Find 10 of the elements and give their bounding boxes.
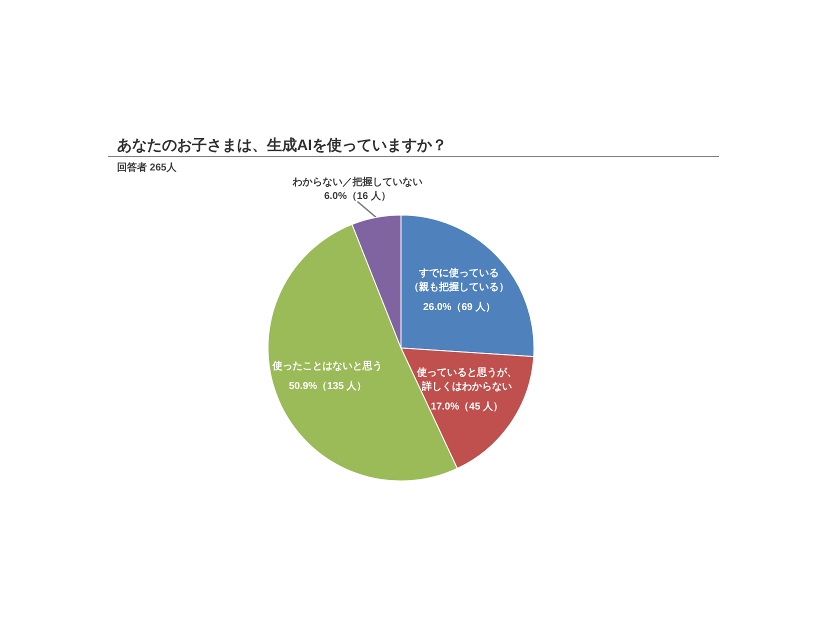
slice-label: すでに使っている（親も把握している） [409, 266, 510, 293]
data-label: 6.0%（16 人） [324, 190, 391, 202]
data-label: 50.9%（135 人） [288, 380, 367, 392]
chart-title: あなたのお子さまは、生成AIを使っていますか？ [117, 137, 447, 154]
data-label: 26.0%（69 人） [423, 300, 496, 313]
slice-label: 使ったことはないと思う [272, 360, 383, 372]
data-label: 17.0%（45 人） [430, 400, 504, 412]
slice-label: わからない／把握していない [291, 176, 422, 188]
slice-label: 使っていると思うが、詳しくはわからない [416, 366, 517, 392]
text: 回答者 265人 [117, 162, 178, 174]
